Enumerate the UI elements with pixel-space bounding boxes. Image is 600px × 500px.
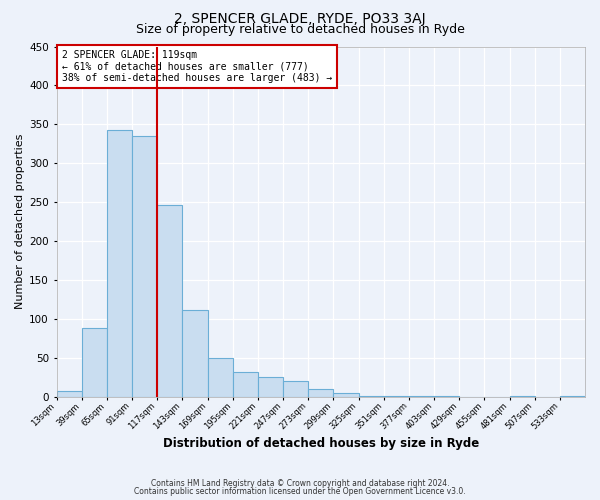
- Bar: [283, 380, 308, 397]
- Bar: [132, 136, 157, 397]
- Bar: [434, 396, 459, 397]
- Bar: [82, 328, 107, 397]
- Bar: [383, 396, 409, 397]
- Bar: [359, 396, 383, 397]
- X-axis label: Distribution of detached houses by size in Ryde: Distribution of detached houses by size …: [163, 437, 479, 450]
- Text: Contains HM Land Registry data © Crown copyright and database right 2024.: Contains HM Land Registry data © Crown c…: [151, 478, 449, 488]
- Bar: [233, 372, 258, 397]
- Bar: [56, 392, 82, 397]
- Bar: [334, 393, 359, 397]
- Text: Contains public sector information licensed under the Open Government Licence v3: Contains public sector information licen…: [134, 487, 466, 496]
- Bar: [182, 310, 208, 397]
- Bar: [208, 358, 233, 397]
- Bar: [409, 396, 434, 397]
- Text: 2, SPENCER GLADE, RYDE, PO33 3AJ: 2, SPENCER GLADE, RYDE, PO33 3AJ: [174, 12, 426, 26]
- Bar: [107, 130, 132, 397]
- Bar: [560, 396, 585, 397]
- Text: 2 SPENCER GLADE: 119sqm
← 61% of detached houses are smaller (777)
38% of semi-d: 2 SPENCER GLADE: 119sqm ← 61% of detache…: [62, 50, 332, 83]
- Bar: [308, 389, 334, 397]
- Text: Size of property relative to detached houses in Ryde: Size of property relative to detached ho…: [136, 22, 464, 36]
- Bar: [258, 378, 283, 397]
- Bar: [157, 206, 182, 397]
- Y-axis label: Number of detached properties: Number of detached properties: [15, 134, 25, 310]
- Bar: [509, 396, 535, 397]
